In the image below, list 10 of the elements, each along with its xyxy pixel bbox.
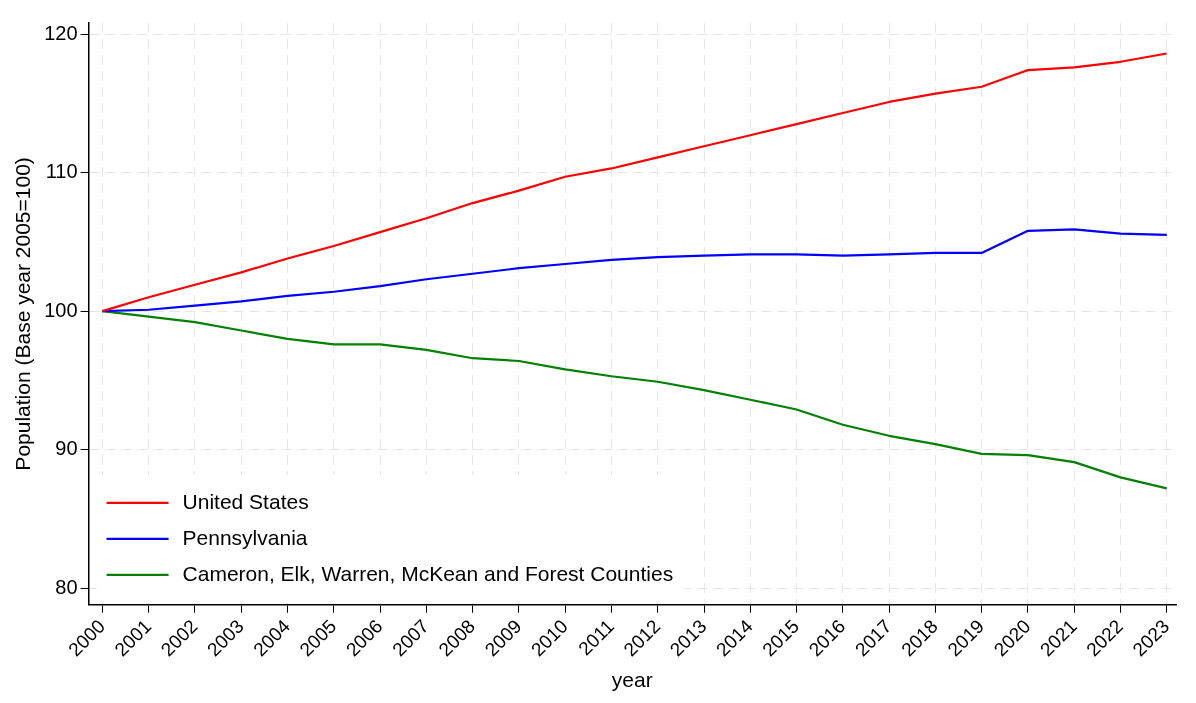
x-axis-title: year bbox=[611, 668, 653, 692]
y-tick-label: 80 bbox=[55, 575, 78, 598]
y-tick-label: 110 bbox=[45, 160, 78, 183]
legend-label: United States bbox=[182, 489, 309, 513]
legend-label: Cameron, Elk, Warren, McKean and Forest Counties bbox=[182, 561, 674, 585]
y-axis-title: Population (Base year 2005=100) bbox=[11, 157, 35, 471]
legend-label: Pennsylvania bbox=[182, 525, 308, 549]
y-tick-label: 120 bbox=[44, 21, 78, 44]
y-tick-label: 100 bbox=[44, 298, 78, 321]
y-tick-label: 90 bbox=[55, 437, 78, 460]
